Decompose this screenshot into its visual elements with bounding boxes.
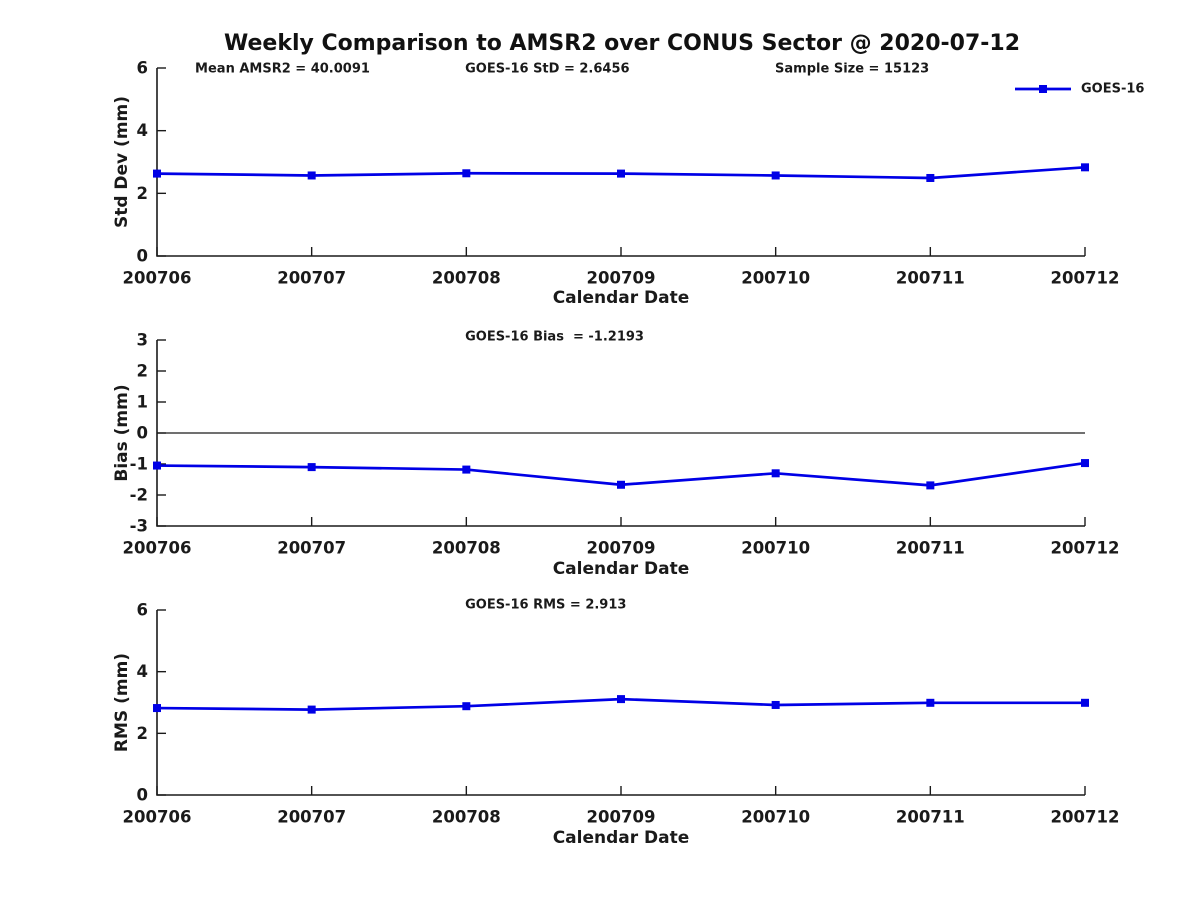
subplot-bias: -3 -2 -1 0 1 2 3 200706 200707 200708 200709 200710…	[112, 330, 1119, 580]
x-tick-label: 200710	[741, 539, 810, 558]
x-tick-label: 200707	[277, 269, 346, 288]
data-point-marker	[771, 171, 780, 180]
x-tick-label: 200710	[741, 269, 810, 288]
data-point-marker	[462, 465, 471, 474]
x-tick-label: 200708	[432, 269, 501, 288]
data-point-marker	[771, 469, 780, 478]
x-tick-label: 200711	[896, 808, 965, 827]
x-axis-title: Calendar Date	[553, 559, 690, 579]
data-point-marker	[153, 704, 161, 713]
data-point-marker	[153, 461, 161, 470]
data-point-marker	[926, 173, 935, 182]
subplot-rms: 0 2 4 6 200706 200707 200708 200709 200710 200711…	[112, 598, 1119, 849]
y-tick-label: 0	[137, 786, 148, 805]
y-axis-title: Bias (mm)	[112, 384, 132, 481]
x-tick-label: 200708	[432, 808, 501, 827]
x-tick-label: 200708	[432, 539, 501, 558]
annotation-text: Sample Size = 15123	[775, 62, 929, 77]
x-tick-label: 200712	[1051, 539, 1120, 558]
data-point-marker	[926, 481, 935, 490]
data-point-marker	[462, 169, 471, 178]
annotation-text: GOES-16 Bias = -1.2193	[465, 330, 644, 345]
y-tick-label: 0	[137, 424, 148, 443]
x-tick-label: 200709	[587, 539, 656, 558]
y-axis-title: RMS (mm)	[112, 653, 132, 752]
x-tick-label: 200711	[896, 269, 965, 288]
y-tick-label: 6	[137, 601, 148, 620]
x-axis-title: Calendar Date	[553, 828, 690, 848]
annotation-text: Mean AMSR2 = 40.0091	[195, 62, 370, 77]
y-tick-label: 4	[137, 662, 148, 681]
x-tick-label: 200707	[277, 539, 346, 558]
y-tick-label: -2	[130, 486, 148, 505]
data-point-marker	[307, 463, 316, 472]
data-point-marker	[1081, 163, 1089, 172]
y-tick-label: 2	[137, 184, 148, 203]
subplot-std-dev: 0 2 4 6 200706 200707 200708 200709 200710 200711…	[112, 59, 1144, 309]
data-point-marker	[153, 169, 161, 178]
data-point-marker	[307, 171, 316, 180]
x-tick-label: 200706	[123, 269, 192, 288]
data-point-marker	[617, 695, 625, 704]
y-tick-label: -1	[130, 455, 148, 474]
figure-title: Weekly Comparison to AMSR2 over CONUS Se…	[224, 31, 1020, 56]
y-tick-label: 2	[137, 724, 148, 743]
data-point-marker	[617, 169, 625, 178]
x-tick-label: 200711	[896, 539, 965, 558]
y-axis-title: Std Dev (mm)	[112, 96, 132, 228]
x-tick-label: 200707	[277, 808, 346, 827]
x-tick-label: 200712	[1051, 808, 1120, 827]
legend: GOES-16	[1015, 82, 1144, 97]
x-tick-label: 200712	[1051, 269, 1120, 288]
legend-marker-sample	[1039, 85, 1047, 93]
data-point-marker	[307, 705, 316, 714]
x-tick-label: 200710	[741, 808, 810, 827]
data-point-marker	[1081, 698, 1089, 707]
x-tick-label: 200709	[587, 269, 656, 288]
data-point-marker	[1081, 459, 1089, 468]
y-tick-label: 2	[137, 362, 148, 381]
x-tick-label: 200706	[123, 539, 192, 558]
y-tick-label: 1	[137, 393, 148, 412]
y-tick-label: 6	[137, 59, 148, 78]
y-tick-label: -3	[130, 517, 148, 536]
x-tick-label: 200709	[587, 808, 656, 827]
legend-label: GOES-16	[1081, 82, 1144, 97]
data-point-marker	[617, 480, 625, 489]
data-point-marker	[462, 702, 471, 711]
x-tick-label: 200706	[123, 808, 192, 827]
annotation-text: GOES-16 StD = 2.6456	[465, 62, 629, 77]
y-tick-label: 0	[137, 247, 148, 266]
y-tick-label: 4	[137, 121, 148, 140]
x-axis-title: Calendar Date	[553, 288, 690, 308]
axis-spines	[156, 68, 1085, 257]
y-tick-label: 3	[137, 331, 148, 350]
data-point-marker	[926, 698, 935, 707]
data-point-marker	[771, 700, 780, 709]
annotation-text: GOES-16 RMS = 2.913	[465, 598, 626, 613]
